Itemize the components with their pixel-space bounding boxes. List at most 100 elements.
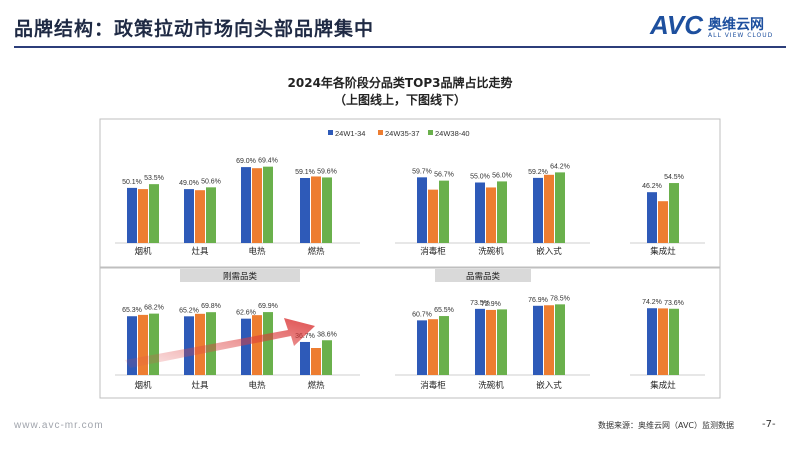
bar-2-2-1 xyxy=(184,316,194,375)
bar-1-8-2 xyxy=(658,201,668,243)
data-label-2-2-1: 65.2% xyxy=(179,307,199,314)
data-label-2-4-1: 36.7% xyxy=(295,333,315,340)
bar-2-8-3 xyxy=(669,308,679,375)
data-label-2-5-1: 60.7% xyxy=(412,311,432,318)
bar-1-4-2 xyxy=(311,176,321,243)
data-label-1-2-1: 49.0% xyxy=(179,180,199,187)
bar-2-3-3 xyxy=(263,312,273,375)
bar-2-7-2 xyxy=(544,305,554,375)
bar-1-3-2 xyxy=(252,168,262,243)
category-label-2-5: 消毒柜 xyxy=(420,380,446,391)
data-label-2-3-3: 69.9% xyxy=(258,303,278,310)
data-label-2-2-3: 69.8% xyxy=(201,303,221,310)
bar-2-5-1 xyxy=(417,320,427,375)
bar-1-1-2 xyxy=(138,189,148,243)
panel-frame-2 xyxy=(99,267,721,399)
legend-label-1: 24W1-34 xyxy=(335,129,365,138)
data-label-2-6-1: 73.5% xyxy=(470,300,490,307)
bar-2-7-3 xyxy=(555,304,565,375)
bar-2-3-2 xyxy=(252,315,262,375)
bar-2-8-1 xyxy=(647,308,657,375)
data-label-1-7-1: 59.2% xyxy=(528,169,548,176)
data-label-1-5-1: 59.7% xyxy=(412,168,432,175)
data-label-1-4-1: 59.1% xyxy=(295,169,315,176)
category-label-2-1: 烟机 xyxy=(134,380,152,391)
data-label-1-1-3: 53.5% xyxy=(144,175,164,182)
bar-2-2-3 xyxy=(206,312,216,375)
category-label-1-1: 烟机 xyxy=(134,246,152,257)
data-label-1-1-1: 50.1% xyxy=(122,179,142,186)
bar-1-6-3 xyxy=(497,181,507,243)
category-label-1-3: 电热 xyxy=(248,246,266,257)
trend-arrow xyxy=(125,318,315,368)
group-band-1 xyxy=(180,269,300,282)
bar-1-8-3 xyxy=(669,183,679,243)
data-label-1-3-1: 69.0% xyxy=(236,158,256,165)
category-label-2-7: 嵌入式 xyxy=(536,380,562,391)
data-label-2-1-3: 68.2% xyxy=(144,305,164,312)
data-label-2-7-3: 78.5% xyxy=(550,295,570,302)
data-label-1-7-3: 64.2% xyxy=(550,163,570,170)
company-logo: AVC 奥维云网 ALL VIEW CLOUD xyxy=(650,10,790,44)
bar-1-2-2 xyxy=(195,190,205,243)
bar-1-7-3 xyxy=(555,172,565,243)
bar-2-1-2 xyxy=(138,314,148,375)
bar-1-1-1 xyxy=(127,187,137,243)
bar-2-1-3 xyxy=(149,313,159,375)
legend-label-3: 24W38-40 xyxy=(435,129,470,138)
bar-1-4-1 xyxy=(300,177,310,243)
bar-2-3-1 xyxy=(241,318,251,375)
bar-1-5-1 xyxy=(417,177,427,243)
bar-1-7-1 xyxy=(533,177,543,243)
page-number: -7- xyxy=(762,419,776,430)
data-label-2-5-3: 65.5% xyxy=(434,307,454,314)
bar-2-6-3 xyxy=(497,309,507,375)
category-label-2-6: 洗碗机 xyxy=(478,380,504,391)
bar-1-7-2 xyxy=(544,174,554,243)
data-label-2-1-1: 65.3% xyxy=(122,307,142,314)
data-label-1-5-3: 56.7% xyxy=(434,172,454,179)
category-label-2-2: 灶具 xyxy=(191,380,209,391)
legend-swatch-1 xyxy=(328,130,333,135)
data-label-1-8-1: 46.2% xyxy=(642,183,662,190)
footer-url[interactable]: www.avc-mr.com xyxy=(14,420,104,431)
category-label-1-5: 消毒柜 xyxy=(420,246,446,257)
data-label-1-6-3: 56.0% xyxy=(492,172,512,179)
bar-2-1-1 xyxy=(127,316,137,375)
category-label-1-8: 集成灶 xyxy=(650,246,676,257)
bar-2-6-1 xyxy=(475,308,485,375)
data-label-2-3-1: 62.6% xyxy=(236,310,256,317)
bar-2-8-2 xyxy=(658,308,668,375)
bar-1-3-1 xyxy=(241,167,251,243)
data-label-1-2-3: 50.6% xyxy=(201,178,221,185)
data-label-2-4-3: 38.6% xyxy=(317,331,337,338)
data-label-2-8-1: 74.2% xyxy=(642,299,662,306)
data-label-2-6-2: 72.9% xyxy=(481,301,501,308)
data-label-1-8-3: 54.5% xyxy=(664,174,684,181)
bar-1-3-3 xyxy=(263,166,273,243)
bar-2-2-2 xyxy=(195,313,205,375)
category-label-2-8: 集成灶 xyxy=(650,380,676,391)
legend-swatch-3 xyxy=(428,130,433,135)
bar-2-4-1 xyxy=(300,341,310,375)
header-divider xyxy=(14,46,786,48)
logo-cn-text: 奥维云网 xyxy=(708,17,764,33)
bar-1-1-3 xyxy=(149,184,159,243)
bar-2-4-3 xyxy=(322,340,332,375)
bar-1-5-3 xyxy=(439,180,449,243)
bar-2-7-1 xyxy=(533,305,543,375)
data-label-1-3-3: 69.4% xyxy=(258,158,278,165)
bar-1-2-3 xyxy=(206,187,216,243)
chart-title: 2024年各阶段分品类TOP3品牌占比走势 xyxy=(287,76,513,90)
bar-1-5-2 xyxy=(428,189,438,243)
chart-subtitle: （上图线上，下图线下） xyxy=(333,93,466,107)
category-label-1-7: 嵌入式 xyxy=(536,246,562,257)
group-label-1: 刚需品类 xyxy=(223,271,258,282)
bar-1-2-1 xyxy=(184,189,194,243)
bar-2-5-3 xyxy=(439,316,449,375)
bar-1-8-1 xyxy=(647,192,657,243)
group-band-2 xyxy=(435,269,531,282)
data-label-2-7-1: 76.9% xyxy=(528,297,548,304)
data-label-2-8-3: 73.6% xyxy=(664,300,684,307)
